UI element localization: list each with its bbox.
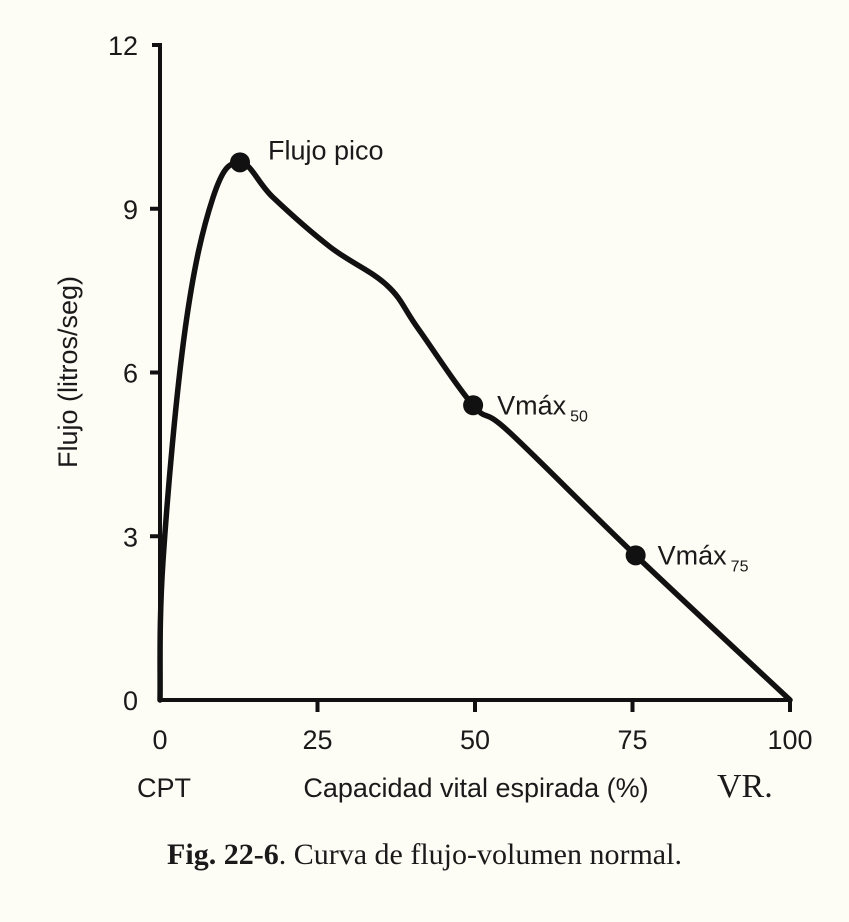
y-tick-label: 6 [123,359,138,389]
figure-label: Fig. 22-6 [167,838,279,871]
x-tick-label: 0 [152,725,167,755]
y-tick-label: 0 [123,686,138,716]
y-tick-label: 3 [123,522,138,552]
figure-caption: Fig. 22-6. Curva de flujo-volumen normal… [0,838,849,872]
annotation-label: Vmáx 50 [497,390,588,425]
x-tick-label: 25 [302,725,332,755]
annotation-label: Vmáx 75 [658,540,749,575]
x-tick-label: 100 [767,725,812,755]
x-axis-label: Capacidad vital espirada (%) [303,773,648,803]
y-axis-label: Flujo (litros/seg) [53,276,83,468]
annotation-dot [463,395,484,416]
axes [152,43,790,702]
annotation-dot [625,545,646,566]
annotation-markers: Flujo pico Vmáx 50 Vmáx 75 [230,135,749,575]
y-tick-label: 9 [123,195,138,225]
x-ticks: 0 25 50 75 100 [152,700,813,755]
figure-caption-text: . Curva de flujo-volumen normal. [278,838,682,871]
flow-volume-curve [157,159,793,703]
annotation-label: Flujo pico [268,135,384,165]
x-right-label: VR. [717,768,773,805]
annotation-dot [230,152,251,173]
x-tick-label: 75 [617,725,647,755]
y-ticks: 0 3 6 9 12 [108,31,160,716]
x-left-label: CPT [137,773,191,803]
x-tick-label: 50 [460,725,490,755]
y-tick-label: 12 [108,31,138,61]
